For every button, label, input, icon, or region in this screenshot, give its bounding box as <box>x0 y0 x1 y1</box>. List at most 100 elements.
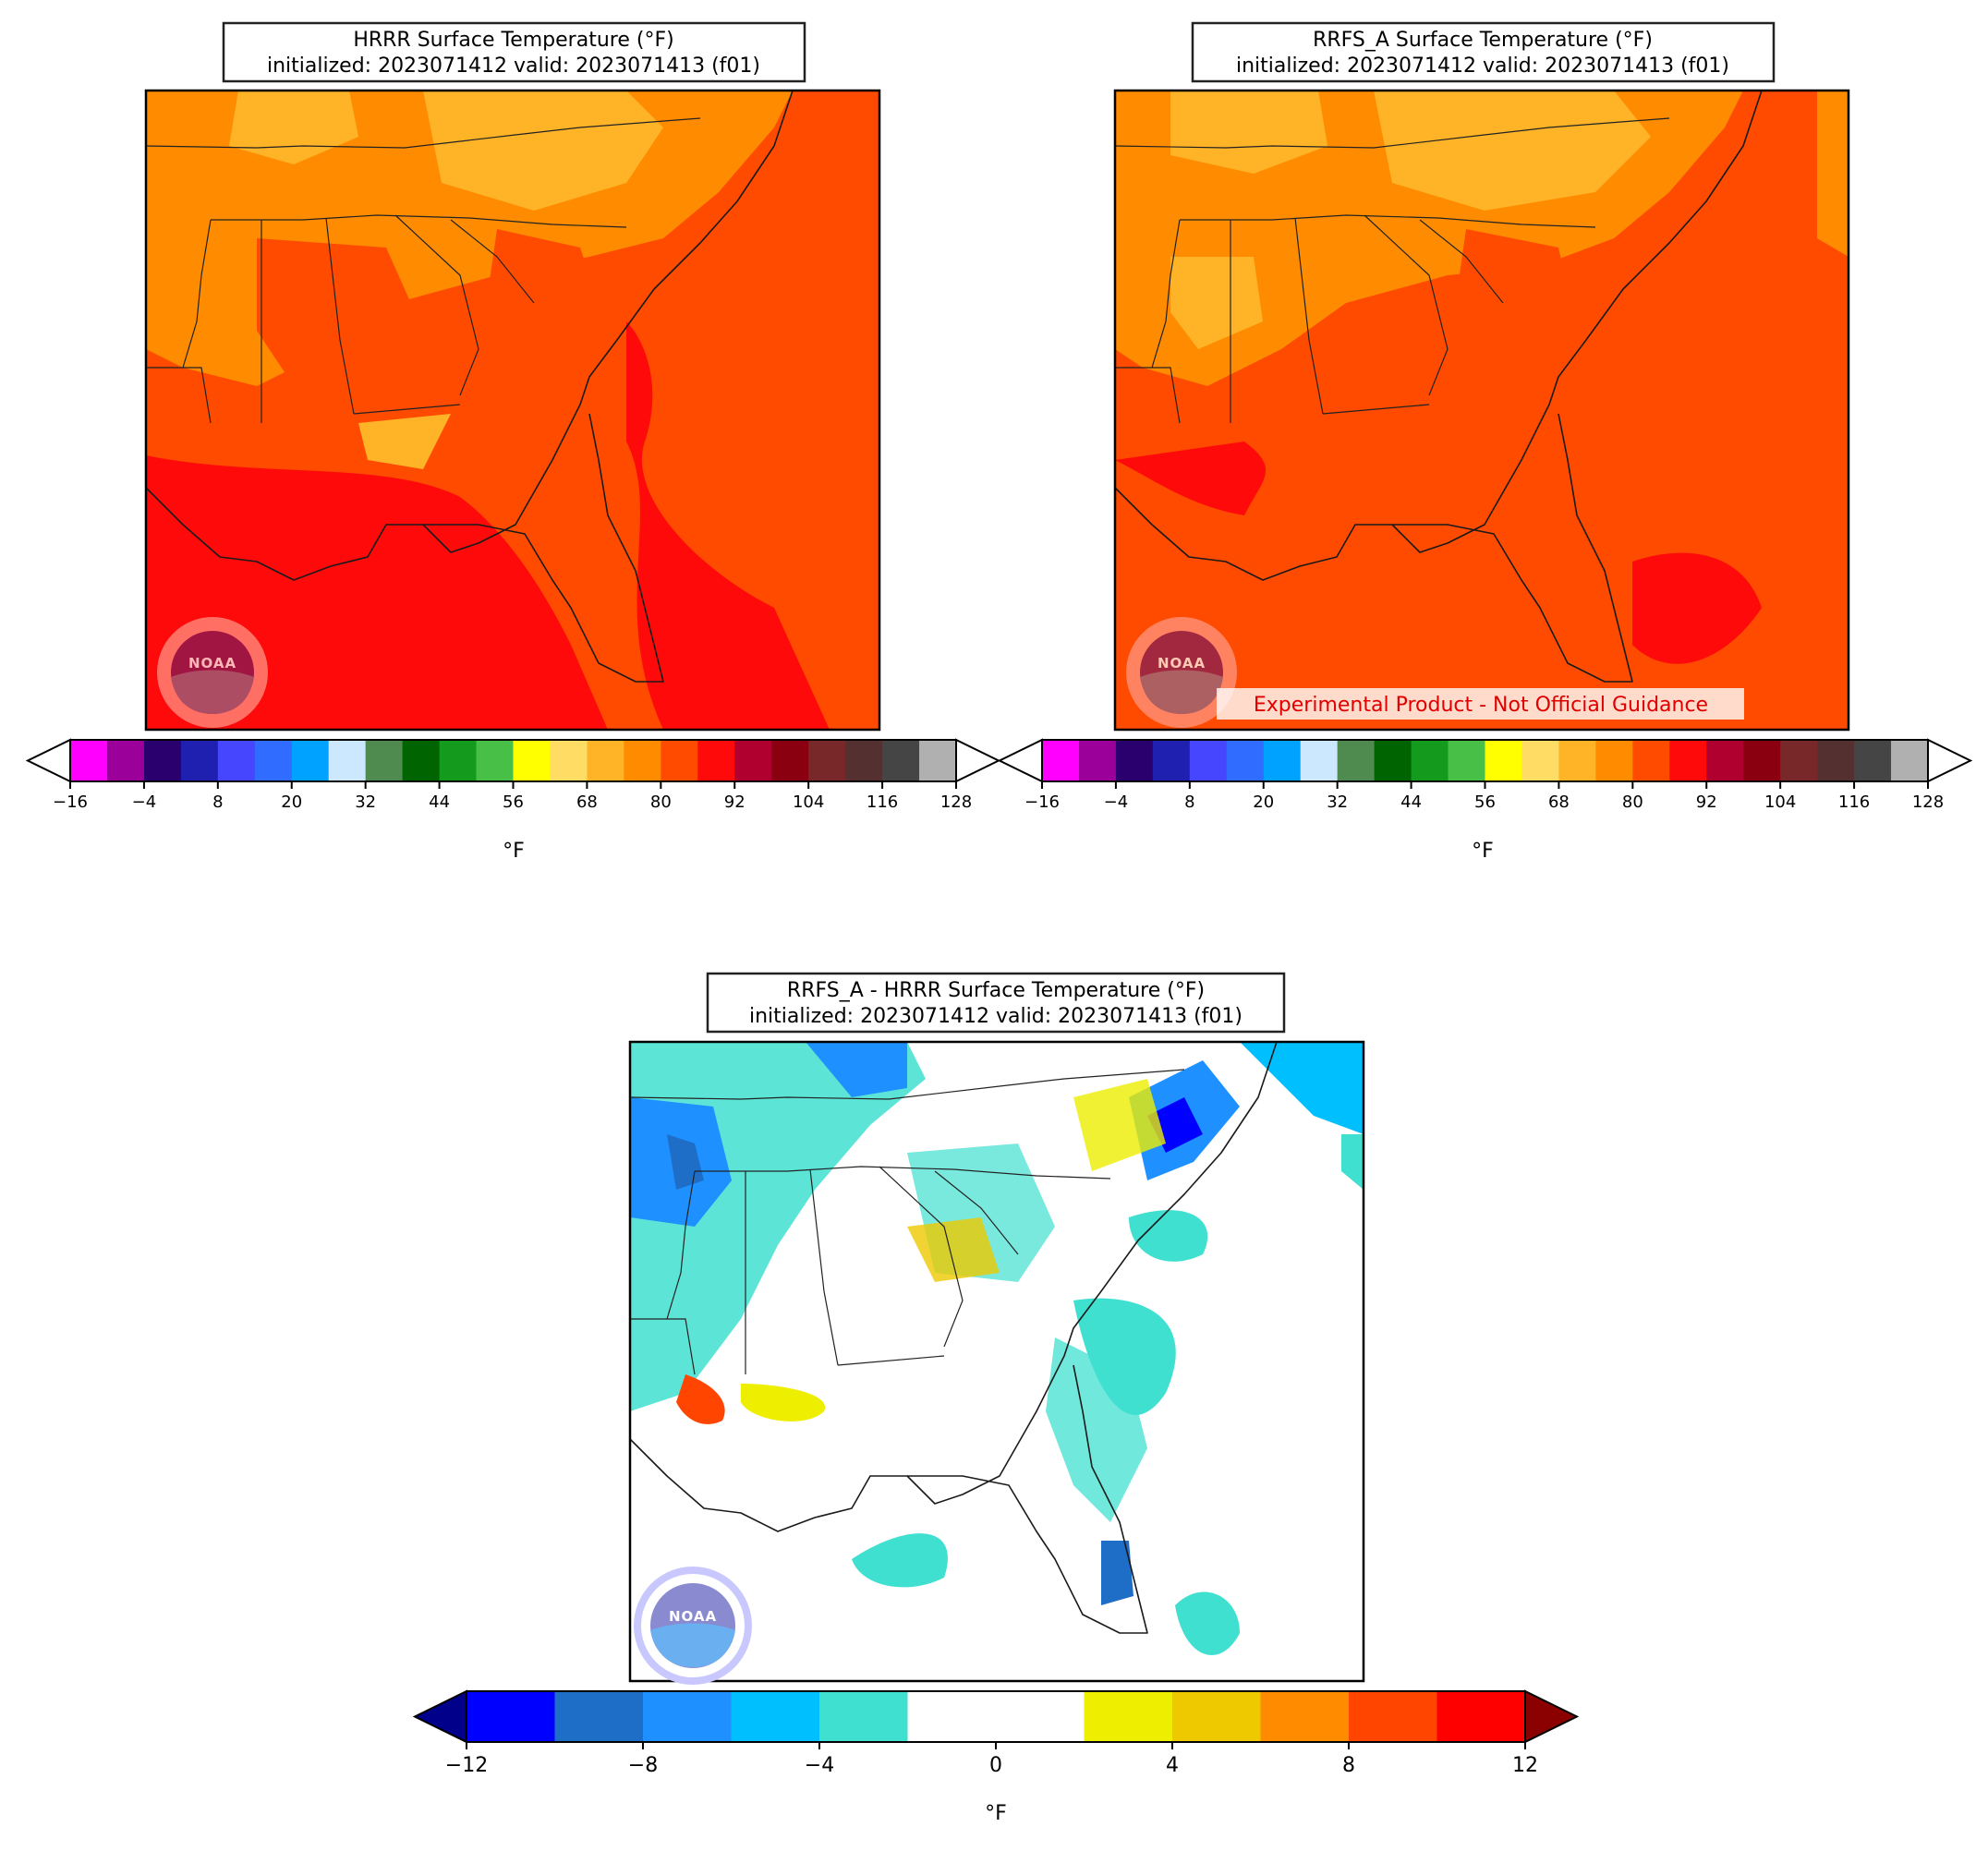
experimental-watermark: Experimental Product - Not Official Guid… <box>1254 694 1708 717</box>
hrrr-colorbar-tick-label: 80 <box>650 792 672 812</box>
hrrr-colorbar-tick-label: 20 <box>281 792 302 812</box>
hrrr-map <box>144 89 881 732</box>
hrrr-colorbar-bin <box>217 740 256 781</box>
hrrr-colorbar-tick-label: 56 <box>503 792 524 812</box>
rrfs-colorbar-bin <box>1558 740 1596 781</box>
diff-colorbar-bin <box>1349 1691 1437 1742</box>
diff-colorbar-ticks: −12 −8 −4 0 4 8 12 <box>445 1742 1538 1777</box>
rrfs-colorbar-bin <box>1300 740 1339 781</box>
hrrr-colorbar-unit: °F <box>503 840 525 863</box>
diff-colorbar: −12 −8 −4 0 4 8 12 °F <box>412 1689 1580 1825</box>
diff-panel: RRFS_A - HRRR Surface Temperature (°F) i… <box>412 972 1580 1825</box>
hrrr-colorbar-tick-label: 44 <box>429 792 450 812</box>
hrrr-colorbar-over-arrow <box>955 738 1001 783</box>
diff-colorbar-tick-label: −8 <box>628 1754 658 1777</box>
rrfs-colorbar-bin <box>1632 740 1670 781</box>
rrfs-colorbar-under-arrow <box>997 738 1043 783</box>
rrfs-colorbar-ticks: −16 −4 8 20 32 44 56 68 80 92 104 116 128 <box>1024 781 1944 812</box>
hrrr-colorbar-tick-label: −4 <box>132 792 157 812</box>
diff-colorbar-bin <box>731 1691 820 1742</box>
hrrr-colorbar-bin <box>143 740 182 781</box>
hrrr-colorbar-bin <box>291 740 330 781</box>
hrrr-colorbar-tick-label: 8 <box>212 792 223 812</box>
rrfs-colorbar-over-arrow <box>1927 738 1973 783</box>
hrrr-colorbar: −16 −4 8 20 32 44 56 68 80 92 104 116 128 °F <box>25 738 1001 863</box>
noaa-logo-text: NOAA <box>1158 655 1206 671</box>
diff-colorbar-tick-label: 8 <box>1342 1754 1355 1777</box>
hrrr-colorbar-bin <box>587 740 624 781</box>
hrrr-colorbar-tick-label: 92 <box>724 792 746 812</box>
rrfs-colorbar-bins <box>997 738 1973 783</box>
rrfs-colorbar-bin <box>1595 740 1633 781</box>
rrfs-title-line1: RRFS_A Surface Temperature (°F) <box>1313 29 1653 52</box>
noaa-logo: NOAA <box>157 617 268 728</box>
hrrr-title-box <box>222 21 806 83</box>
rrfs-colorbar-bin <box>1521 740 1559 781</box>
hrrr-colorbar-tick-label: −16 <box>53 792 88 812</box>
rrfs-colorbar-tick-label: 128 <box>1912 792 1944 812</box>
hrrr-colorbar-tick-label: 104 <box>793 792 824 812</box>
rrfs-map <box>1113 89 1850 732</box>
diff-colorbar-bin <box>643 1691 732 1742</box>
rrfs-colorbar-bin <box>1226 740 1265 781</box>
noaa-logo: NOAA <box>1126 617 1237 728</box>
rrfs-colorbar-bin <box>1042 740 1080 781</box>
rrfs-colorbar-tick-label: 56 <box>1474 792 1496 812</box>
hrrr-colorbar-bin <box>439 740 478 781</box>
rrfs-colorbar-bin <box>1780 740 1818 781</box>
diff-title-line1: RRFS_A - HRRR Surface Temperature (°F) <box>787 979 1205 1002</box>
rrfs-colorbar-bin <box>1485 740 1522 781</box>
hrrr-colorbar-bin <box>697 740 735 781</box>
hrrr-colorbar-tick-label: 32 <box>355 792 376 812</box>
rrfs-title-box <box>1191 21 1776 83</box>
hrrr-colorbar-bin <box>845 740 883 781</box>
diff-colorbar-bin <box>819 1691 908 1742</box>
hrrr-colorbar-bin <box>180 740 219 781</box>
noaa-logo-text: NOAA <box>669 1608 717 1625</box>
rrfs-colorbar-tick-label: 32 <box>1327 792 1348 812</box>
hrrr-colorbar-bin <box>550 740 588 781</box>
hrrr-colorbar-bin <box>661 740 698 781</box>
hrrr-colorbar-bin <box>476 740 514 781</box>
diff-map <box>628 1040 1365 1683</box>
diff-colorbar-tick-label: 4 <box>1166 1754 1179 1777</box>
hrrr-colorbar-bin <box>106 740 145 781</box>
rrfs-title-line2: initialized: 2023071412 valid: 202307141… <box>1236 54 1729 78</box>
hrrr-panel: HRRR Surface Temperature (°F) initialize… <box>25 21 1001 863</box>
hrrr-title-line1: HRRR Surface Temperature (°F) <box>353 29 673 52</box>
rrfs-colorbar-bin <box>1078 740 1117 781</box>
hrrr-colorbar-bin <box>513 740 551 781</box>
rrfs-colorbar-bin <box>1189 740 1228 781</box>
rrfs-colorbar-tick-label: 80 <box>1622 792 1643 812</box>
hrrr-colorbar-bin <box>70 740 108 781</box>
diff-title-box <box>706 972 1286 1034</box>
rrfs-colorbar-bin <box>1669 740 1707 781</box>
rrfs-colorbar-tick-label: 116 <box>1838 792 1870 812</box>
rrfs-colorbar-bin <box>1337 740 1376 781</box>
rrfs-colorbar-tick-label: 104 <box>1764 792 1796 812</box>
rrfs-colorbar-bin <box>1115 740 1154 781</box>
hrrr-colorbar-ticks: −16 −4 8 20 32 44 56 68 80 92 104 116 128 <box>53 781 972 812</box>
rrfs-colorbar-tick-label: −4 <box>1104 792 1129 812</box>
diff-colorbar-bin <box>554 1691 644 1742</box>
rrfs-colorbar-unit: °F <box>1472 840 1494 863</box>
rrfs-colorbar-tick-label: 92 <box>1696 792 1717 812</box>
diff-colorbar-tick-label: 12 <box>1512 1754 1538 1777</box>
hrrr-colorbar-bin <box>919 740 957 781</box>
rrfs-colorbar-bin <box>1817 740 1855 781</box>
rrfs-colorbar-tick-label: 44 <box>1400 792 1422 812</box>
hrrr-colorbar-bin <box>365 740 404 781</box>
hrrr-colorbar-bin <box>254 740 293 781</box>
hrrr-colorbar-bin <box>624 740 661 781</box>
diff-colorbar-bin <box>907 1691 997 1742</box>
hrrr-colorbar-tick-label: 68 <box>576 792 598 812</box>
diff-colorbar-under-arrow <box>412 1689 467 1744</box>
rrfs-colorbar-bin <box>1706 740 1744 781</box>
diff-colorbar-unit: °F <box>985 1802 1007 1825</box>
hrrr-colorbar-under-arrow <box>25 738 71 783</box>
diff-colorbar-bin <box>1172 1691 1261 1742</box>
rrfs-colorbar-tick-label: 68 <box>1548 792 1570 812</box>
noaa-logo: NOAA <box>634 1567 752 1685</box>
diff-colorbar-bin <box>1084 1691 1173 1742</box>
hrrr-colorbar-bin <box>882 740 920 781</box>
